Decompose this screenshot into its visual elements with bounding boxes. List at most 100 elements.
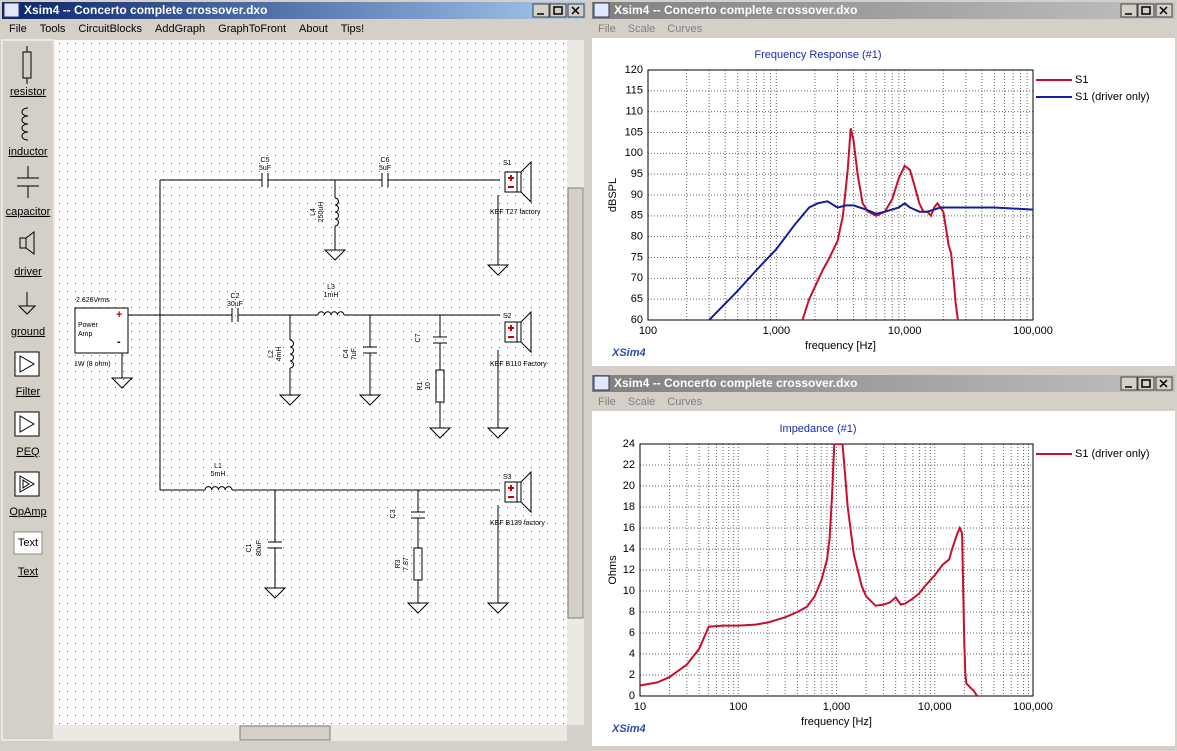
- menu-item[interactable]: Curves: [667, 23, 702, 35]
- plot-window: [592, 38, 1175, 366]
- x-tick-label: 100: [639, 325, 657, 337]
- menu-item[interactable]: Scale: [628, 23, 656, 35]
- minimize-button[interactable]: [1120, 376, 1138, 391]
- symbol: [358, 394, 382, 406]
- x-tick-label: 100: [729, 701, 747, 713]
- x-tick-label: 1,000: [823, 701, 851, 713]
- speaker-model: KEF B139 factory: [490, 520, 545, 527]
- title-bar: [592, 375, 1175, 392]
- part-name: C2: [231, 293, 240, 300]
- button-glyphs: [1125, 6, 1168, 15]
- legend-label: S1 (driver only): [1075, 91, 1150, 103]
- part-value: 7.87: [403, 557, 410, 571]
- y-tick-label: 120: [625, 64, 643, 76]
- y-tick-label: 65: [631, 293, 643, 305]
- minimize-button[interactable]: [1120, 3, 1138, 18]
- symbol: [323, 249, 347, 261]
- speaker-polarity: [508, 175, 514, 188]
- menu-item[interactable]: AddGraph: [155, 23, 205, 35]
- window-title: Xsim4 -- Concerto complete crossover.dxo: [24, 3, 267, 17]
- tool-label[interactable]: ground: [11, 326, 45, 338]
- part-value: 7uF: [351, 348, 358, 360]
- speaker-name: S2: [503, 313, 512, 320]
- tool-label[interactable]: inductor: [8, 146, 47, 158]
- part-name: C6: [381, 157, 390, 164]
- schematic-labels: 2.626Vrms Power Amp + - 1W (8 ohm) C5 5u…: [74, 157, 547, 571]
- amp-load: 1W (8 ohm): [74, 361, 111, 368]
- window-buttons[interactable]: [532, 3, 585, 18]
- y-tick-label: 95: [631, 168, 643, 180]
- symbol: [486, 264, 510, 276]
- part-name: L3: [327, 284, 335, 291]
- menu-item[interactable]: Scale: [628, 396, 656, 408]
- amp-label: Amp: [78, 331, 93, 338]
- amp-voltage: 2.626Vrms: [76, 297, 110, 304]
- y-tick-label: 60: [631, 314, 643, 326]
- menu-item[interactable]: CircuitBlocks: [78, 23, 142, 35]
- schematic-symbols: [110, 160, 532, 614]
- menu-item[interactable]: GraphToFront: [218, 23, 286, 35]
- tool-label[interactable]: Text: [18, 566, 38, 578]
- app-icon: [593, 375, 610, 391]
- y-tick-label: 110: [625, 106, 643, 118]
- menu-item[interactable]: Tools: [40, 23, 66, 35]
- menu-item[interactable]: File: [598, 396, 616, 408]
- symbol: [289, 339, 294, 369]
- symbol: [517, 470, 532, 514]
- tool-label[interactable]: resistor: [10, 86, 46, 98]
- tool-label[interactable]: Filter: [16, 386, 41, 398]
- app-icon: [593, 2, 610, 18]
- y-tick-label: 0: [629, 690, 635, 702]
- tool-label[interactable]: OpAmp: [9, 506, 46, 518]
- data-line: [708, 200, 1033, 320]
- amp-minus: -: [117, 336, 121, 348]
- menu-item[interactable]: File: [9, 23, 27, 35]
- minimize-button[interactable]: [532, 3, 550, 18]
- symbol: [317, 311, 345, 316]
- part-name: L2: [268, 350, 275, 358]
- legend-label: S1 (driver only): [1075, 448, 1150, 460]
- part-value: 5mH: [211, 471, 226, 478]
- y-tick-label: 75: [631, 251, 643, 263]
- maximize-button[interactable]: [1137, 3, 1155, 18]
- part-value: 250uH: [318, 202, 325, 223]
- speaker-name: S3: [503, 474, 512, 481]
- tool-label[interactable]: driver: [14, 266, 42, 278]
- y-tick-label: 20: [623, 480, 635, 492]
- scroll-thumb[interactable]: [567, 187, 584, 619]
- symbol: [263, 587, 287, 599]
- part-value: 80uF: [256, 540, 263, 556]
- button-glyphs: [1125, 379, 1168, 388]
- y-tick-label: 16: [623, 522, 635, 534]
- amp-plus: +: [116, 309, 122, 321]
- y-tick-label: 8: [629, 606, 635, 618]
- symbol: [204, 486, 233, 491]
- window-title: Xsim4 -- Concerto complete crossover.dxo: [614, 3, 857, 17]
- y-tick-label: 18: [623, 501, 635, 513]
- menu-item[interactable]: About: [299, 23, 328, 35]
- maximize-button[interactable]: [1137, 376, 1155, 391]
- text-tool-button[interactable]: [13, 531, 43, 555]
- tool-label[interactable]: capacitor: [6, 206, 51, 218]
- title-bar: [592, 2, 1175, 19]
- y-tick-label: 70: [631, 272, 643, 284]
- speaker-name: S1: [503, 160, 512, 167]
- y-tick-label: 14: [623, 543, 635, 555]
- y-tick-label: 2: [629, 669, 635, 681]
- tool-label[interactable]: PEQ: [16, 446, 40, 458]
- x-tick-label: 100,000: [1013, 701, 1053, 713]
- menu-item[interactable]: File: [598, 23, 616, 35]
- speaker-model: KEF T27 factory: [490, 209, 541, 216]
- symbol: [428, 427, 452, 439]
- y-tick-label: 80: [631, 231, 643, 243]
- scroll-thumb[interactable]: [239, 725, 331, 741]
- menu-item[interactable]: Curves: [667, 396, 702, 408]
- window-title: Xsim4 -- Concerto complete crossover.dxo: [614, 376, 857, 390]
- menu-item[interactable]: Tips!: [341, 23, 364, 35]
- y-tick-label: 85: [631, 210, 643, 222]
- maximize-button[interactable]: [549, 3, 567, 18]
- part-name: C4: [343, 349, 350, 358]
- x-tick-label: 100,000: [1013, 325, 1053, 337]
